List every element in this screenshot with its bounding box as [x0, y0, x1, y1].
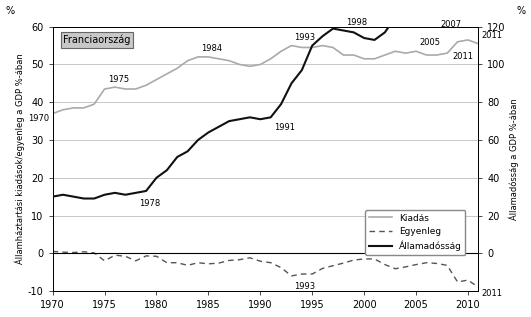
- Text: Franciaország: Franciaország: [63, 35, 131, 45]
- Text: 1993: 1993: [295, 281, 316, 291]
- Text: 1993: 1993: [295, 33, 316, 42]
- Text: %: %: [5, 6, 15, 16]
- Text: 1984: 1984: [201, 44, 222, 53]
- Text: 2005: 2005: [419, 38, 440, 47]
- Y-axis label: Államháztartási kiadások/egyenleg a GDP %-ában: Államháztartási kiadások/egyenleg a GDP …: [15, 54, 25, 264]
- Text: 2011: 2011: [482, 31, 502, 40]
- Legend: Kiadás, Egyenleg, Államadósság: Kiadás, Egyenleg, Államadósság: [365, 210, 465, 255]
- Text: 2011: 2011: [482, 289, 502, 298]
- Text: 1991: 1991: [274, 123, 295, 133]
- Text: %: %: [516, 6, 526, 16]
- Text: 1975: 1975: [108, 75, 129, 85]
- Y-axis label: Államadósság a GDP %-ában: Államadósság a GDP %-ában: [509, 98, 519, 220]
- Text: 1970: 1970: [29, 114, 49, 123]
- Text: 1998: 1998: [347, 18, 367, 27]
- Text: 2011: 2011: [452, 52, 473, 61]
- Text: 2007: 2007: [440, 20, 461, 29]
- Text: 1978: 1978: [139, 199, 160, 208]
